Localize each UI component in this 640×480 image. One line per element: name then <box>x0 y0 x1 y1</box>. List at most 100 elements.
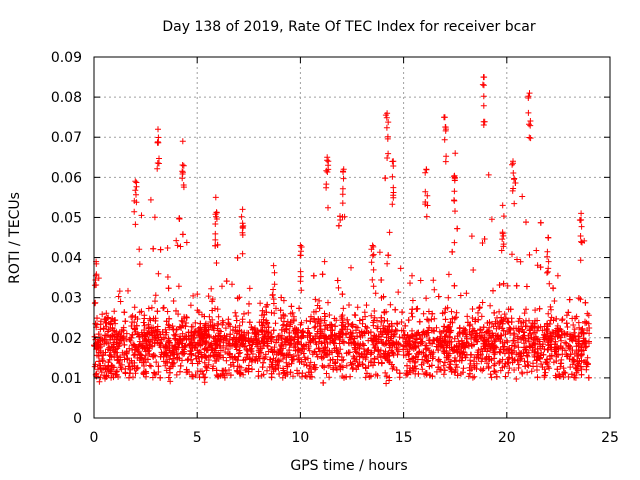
data-point <box>370 362 376 369</box>
data-point <box>429 327 436 334</box>
data-point <box>225 321 232 328</box>
data-point <box>538 361 545 367</box>
data-point <box>127 337 134 344</box>
data-point <box>100 349 107 356</box>
data-point <box>381 353 388 360</box>
data-point <box>558 360 565 367</box>
data-point <box>271 281 278 288</box>
data-point <box>133 183 140 190</box>
data-point <box>194 360 201 367</box>
data-point <box>310 309 317 315</box>
data-point <box>378 359 385 366</box>
data-point <box>490 342 497 349</box>
data-point <box>392 306 399 313</box>
data-point <box>409 306 416 313</box>
data-point <box>487 371 494 378</box>
data-point <box>164 274 171 280</box>
data-point <box>265 329 272 336</box>
data-point <box>283 337 290 343</box>
data-point <box>246 342 253 349</box>
data-point <box>202 363 209 370</box>
data-point <box>174 242 181 249</box>
y-tick-label: 0 <box>73 411 82 427</box>
data-point <box>227 372 234 379</box>
data-point <box>190 292 197 299</box>
data-point <box>264 320 271 327</box>
data-point <box>508 347 515 353</box>
data-point <box>164 245 171 251</box>
data-point <box>116 360 123 367</box>
data-point <box>464 313 471 320</box>
data-point <box>130 374 136 381</box>
data-point <box>259 338 266 345</box>
data-point <box>414 329 421 336</box>
data-point <box>583 343 590 350</box>
data-point <box>223 357 230 364</box>
data-point <box>287 369 294 376</box>
data-point <box>454 372 461 379</box>
data-point <box>559 371 566 378</box>
data-point <box>185 329 192 336</box>
data-point <box>159 329 166 335</box>
data-point <box>409 297 416 304</box>
data-point <box>575 347 582 354</box>
data-point <box>202 320 209 327</box>
data-point <box>514 357 521 364</box>
data-point <box>527 122 534 129</box>
data-point <box>94 352 100 359</box>
data-point <box>479 367 486 374</box>
data-point <box>413 365 419 372</box>
data-point <box>151 214 158 221</box>
data-point <box>526 134 533 141</box>
data-point <box>363 302 370 309</box>
data-point <box>273 339 279 346</box>
data-point <box>230 363 237 370</box>
data-point <box>478 358 485 365</box>
data-point <box>426 324 433 331</box>
data-point <box>260 359 267 366</box>
data-point <box>416 318 423 325</box>
data-point <box>194 291 201 298</box>
data-point <box>510 170 517 176</box>
data-point <box>541 336 548 343</box>
data-point <box>324 169 331 175</box>
data-point <box>409 313 416 320</box>
data-point <box>544 253 551 260</box>
data-point <box>559 316 566 323</box>
data-point <box>575 319 582 326</box>
data-point <box>297 268 304 275</box>
data-point <box>380 293 387 300</box>
data-point <box>323 370 330 377</box>
data-point <box>308 373 315 380</box>
data-point <box>342 330 349 337</box>
data-point <box>420 310 427 317</box>
data-point <box>451 197 458 204</box>
data-point <box>329 337 336 344</box>
data-point <box>173 237 180 244</box>
data-point <box>369 242 376 249</box>
data-point <box>372 290 379 297</box>
data-point <box>188 333 195 339</box>
data-point <box>169 361 176 367</box>
data-point <box>288 360 295 367</box>
data-point <box>449 248 456 255</box>
data-point <box>272 320 279 327</box>
data-point <box>157 340 164 347</box>
data-point <box>443 153 450 160</box>
data-point <box>394 321 401 327</box>
data-point <box>490 287 496 294</box>
data-point <box>433 343 440 350</box>
data-point <box>141 312 148 319</box>
data-point <box>145 325 152 332</box>
data-point <box>269 291 276 298</box>
data-point <box>221 374 228 381</box>
data-point <box>467 360 474 367</box>
data-point <box>515 344 522 351</box>
data-point <box>289 309 296 316</box>
data-point <box>134 364 141 371</box>
data-point <box>576 324 583 331</box>
data-point <box>351 355 358 362</box>
data-point <box>262 351 269 358</box>
data-point <box>213 338 220 345</box>
data-point <box>475 309 481 316</box>
